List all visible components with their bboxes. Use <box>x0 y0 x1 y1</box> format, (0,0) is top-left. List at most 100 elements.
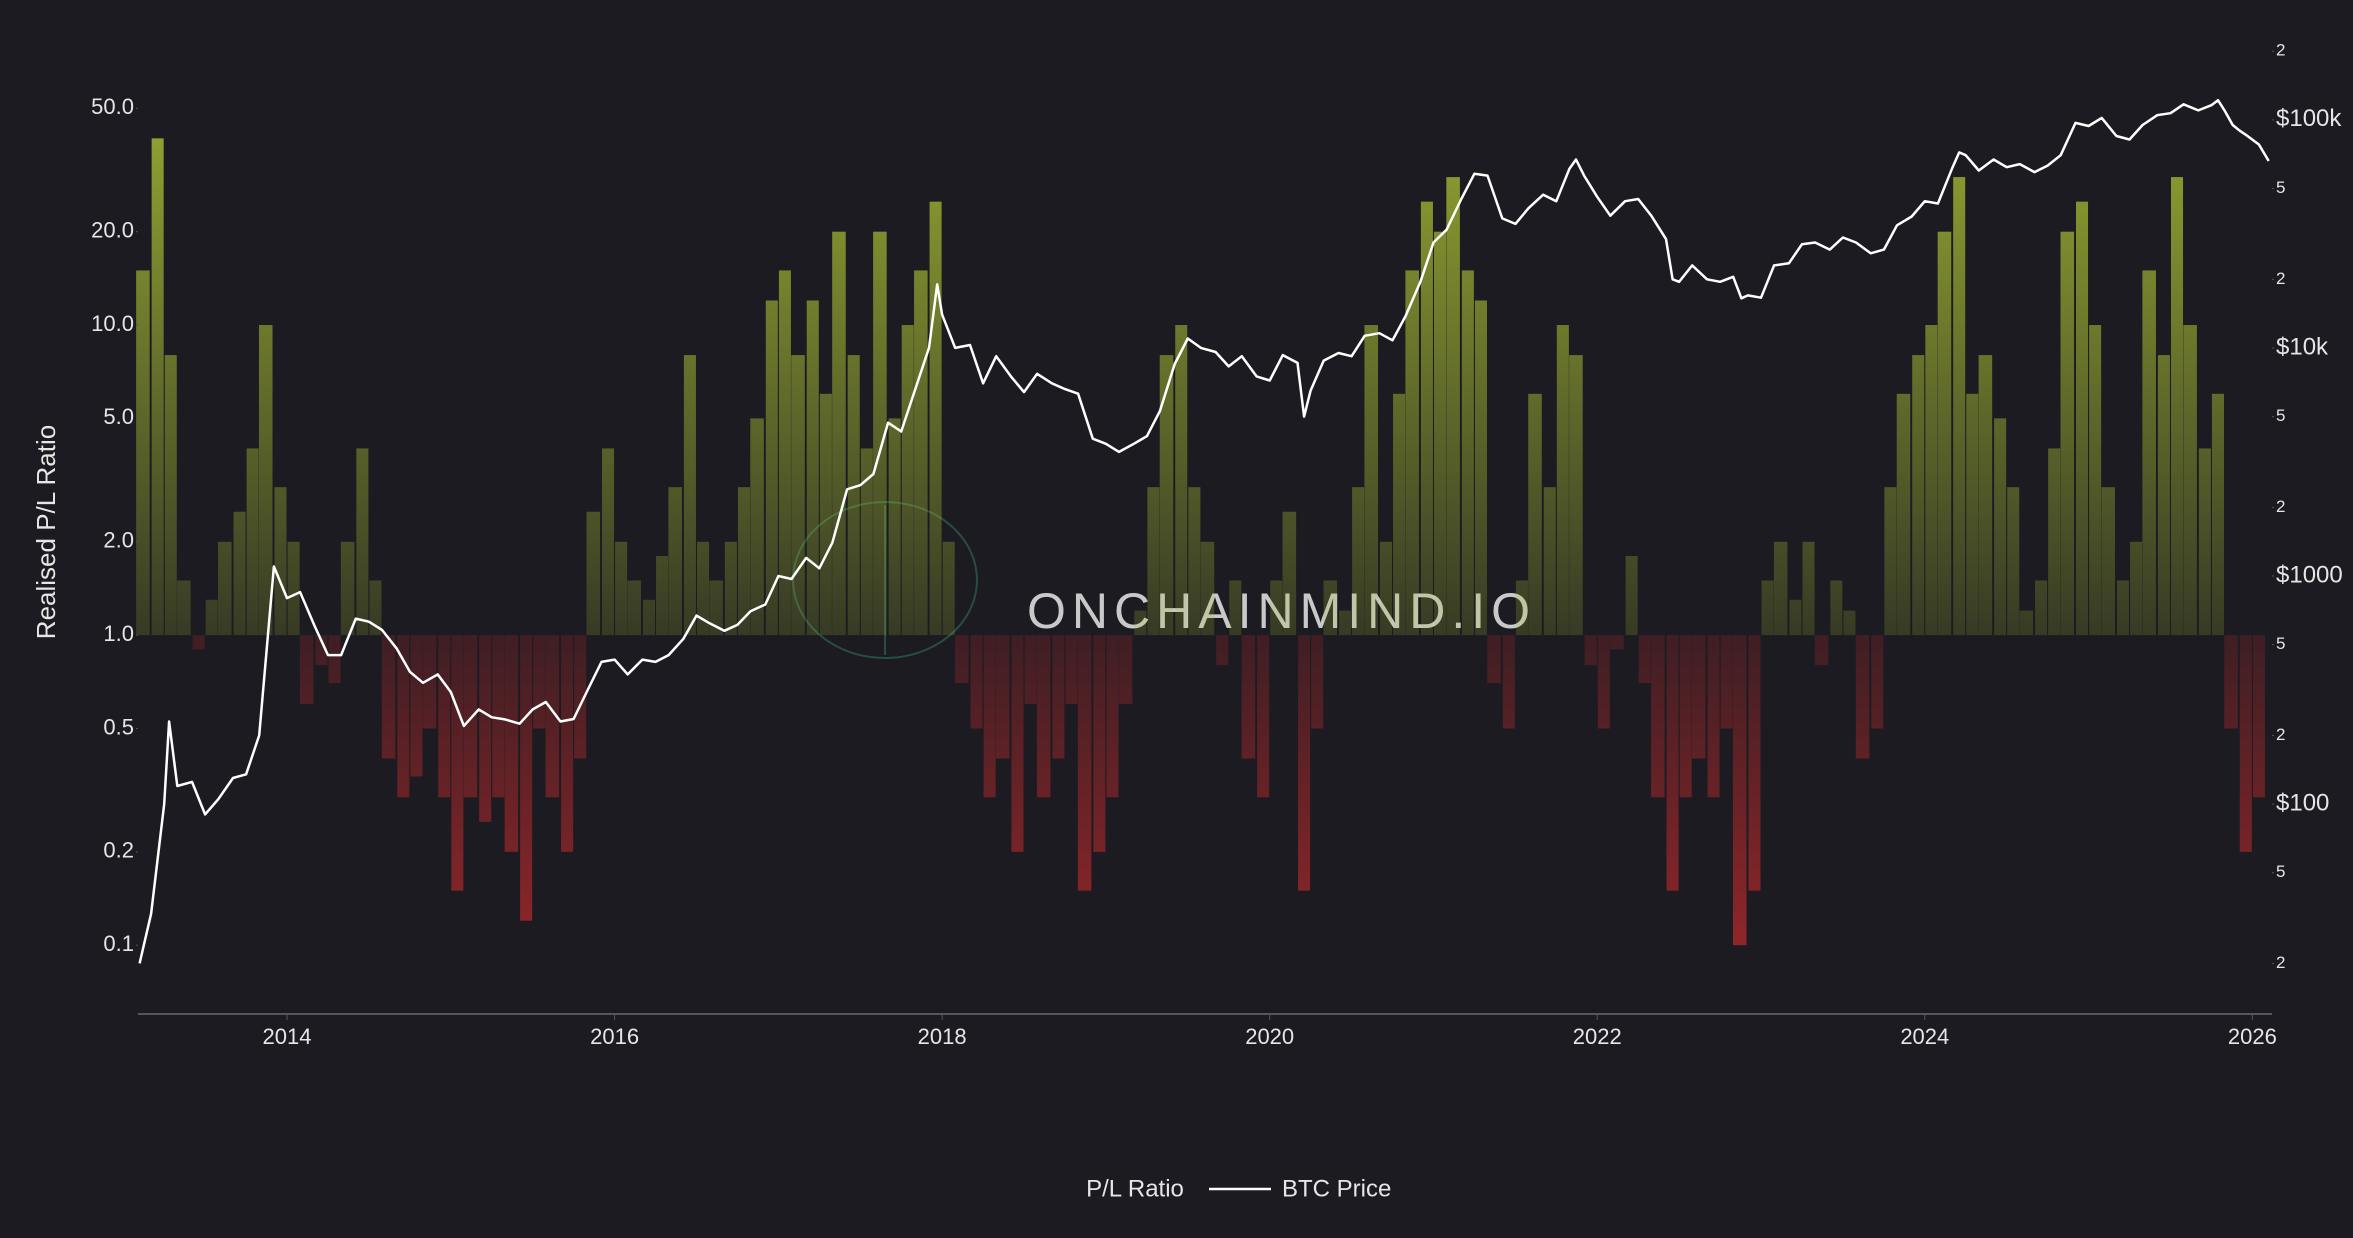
x-tick-label: 2024 <box>1900 1024 1949 1049</box>
bar <box>545 635 560 798</box>
y2-tick-label: 2 <box>2276 41 2285 60</box>
bar <box>1855 635 1870 759</box>
bar <box>1543 487 1556 636</box>
bar <box>1024 635 1037 704</box>
bar <box>1679 635 1692 798</box>
bar <box>1802 541 1815 636</box>
bar <box>2183 325 2197 636</box>
bar <box>218 541 232 636</box>
bar <box>1461 270 1474 636</box>
bar <box>1748 635 1761 891</box>
bar <box>2142 270 2156 636</box>
bar <box>2198 448 2211 636</box>
bar <box>328 635 341 684</box>
bar <box>765 300 778 636</box>
bar <box>955 635 969 684</box>
price-line <box>138 98 2270 964</box>
bar <box>724 541 737 636</box>
bar <box>2048 448 2061 636</box>
bar <box>942 541 955 636</box>
bar <box>1830 580 1843 636</box>
bar <box>2060 231 2075 636</box>
bar <box>1925 325 1938 636</box>
bar <box>1323 580 1338 636</box>
bar <box>315 635 328 666</box>
bar <box>1732 635 1747 946</box>
bar <box>1773 541 1788 636</box>
bar <box>1093 635 1106 852</box>
bar <box>1147 487 1160 636</box>
y-tick-label: 5.0 <box>103 404 134 429</box>
bar <box>1707 635 1720 798</box>
bar <box>847 355 860 636</box>
bar <box>1584 635 1597 666</box>
bar <box>1077 635 1092 891</box>
bar <box>778 270 791 636</box>
bar <box>1118 635 1133 704</box>
bar <box>1175 325 1188 636</box>
bar <box>2252 635 2265 798</box>
bar <box>410 635 423 777</box>
bar <box>1692 635 1706 759</box>
bar <box>287 541 300 636</box>
y2-tick-label: $100k <box>2276 105 2342 132</box>
bar <box>438 635 451 798</box>
bar <box>2211 393 2224 636</box>
bar <box>1884 487 1897 636</box>
bar <box>1134 610 1147 636</box>
bar <box>1052 635 1065 759</box>
bar <box>1229 580 1242 636</box>
bar <box>177 580 191 636</box>
y-tick-label: 10.0 <box>91 311 134 336</box>
bar <box>2116 580 2129 636</box>
y-tick-label: 2.0 <box>103 528 134 553</box>
bar <box>1651 635 1665 798</box>
axes: 2014 2016 2018 2020 2022 2024 2026 50.0 20.0 10.0… <box>91 41 2343 1049</box>
bar <box>1994 418 2007 636</box>
bar <box>1311 635 1324 729</box>
bar <box>451 635 464 891</box>
bar <box>2170 177 2184 636</box>
bar <box>1352 487 1365 636</box>
bar <box>1270 580 1283 636</box>
y2-tick-label: 2 <box>2276 953 2285 972</box>
bar <box>1364 325 1379 636</box>
bar <box>2224 635 2238 729</box>
y2-tick-label: 5 <box>2276 862 2285 881</box>
bar <box>1966 393 1979 636</box>
bar <box>164 355 177 636</box>
bar <box>2035 580 2048 636</box>
bar <box>995 635 1010 759</box>
bar <box>1405 270 1419 636</box>
bar <box>1487 635 1501 684</box>
bar <box>2157 355 2170 636</box>
y2-tick-label: 5 <box>2276 178 2285 197</box>
bar <box>696 541 710 636</box>
bar <box>1298 635 1311 891</box>
bar <box>1065 635 1078 704</box>
bar <box>860 448 873 636</box>
bar <box>1257 635 1270 798</box>
bar <box>299 635 314 704</box>
y-tick-label: 0.2 <box>103 838 134 863</box>
bar <box>929 201 942 636</box>
bar <box>1814 635 1829 666</box>
bar <box>151 138 164 636</box>
lines <box>138 98 2270 964</box>
bar <box>1638 635 1651 684</box>
x-tick-label: 2022 <box>1573 1024 1622 1049</box>
bar <box>205 599 218 636</box>
bar <box>806 300 819 636</box>
x-tick-label: 2016 <box>590 1024 639 1049</box>
bar <box>983 635 996 798</box>
bar <box>873 231 887 636</box>
bar <box>970 635 983 729</box>
bar <box>1896 393 1911 636</box>
y2-tick-label: $100 <box>2276 789 2329 816</box>
bar <box>574 635 587 759</box>
bar <box>642 599 656 636</box>
bar <box>274 487 287 636</box>
bar <box>136 270 150 636</box>
bar <box>233 511 246 636</box>
x-tick-label: 2020 <box>1245 1024 1294 1049</box>
